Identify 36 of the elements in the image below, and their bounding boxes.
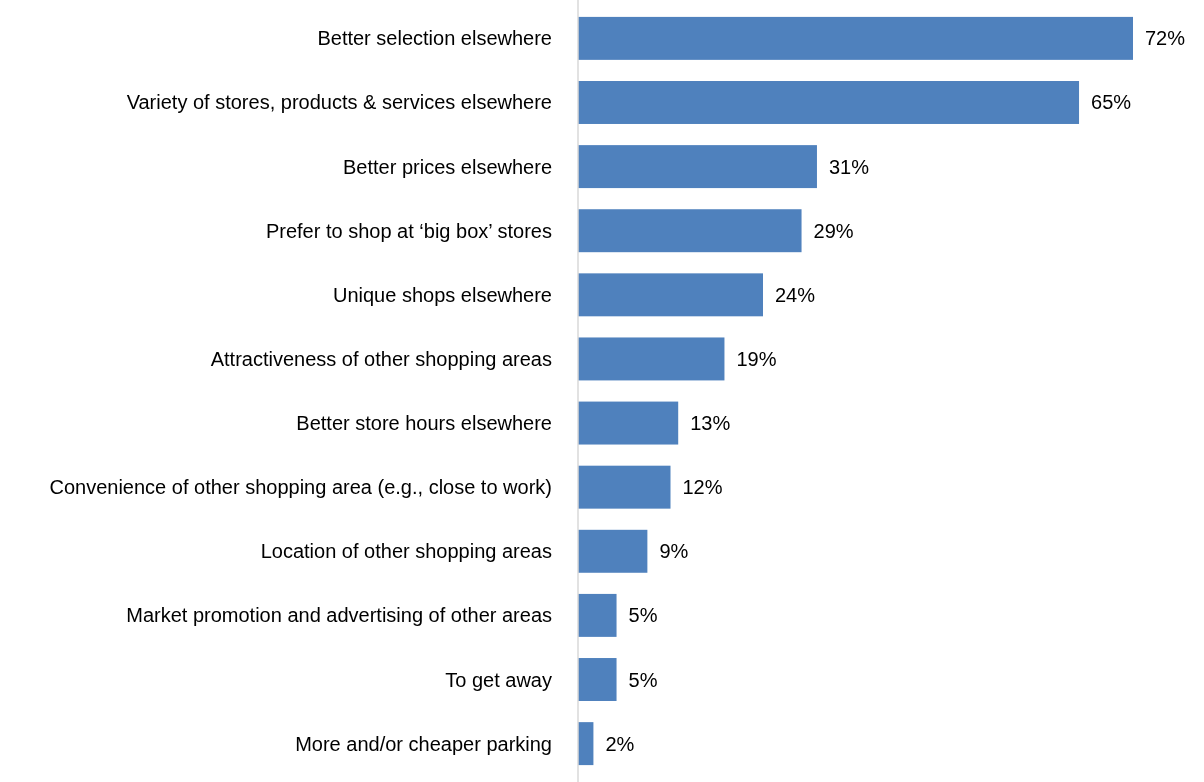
bar xyxy=(578,273,763,317)
y-tick-label: Market promotion and advertising of other areas xyxy=(126,604,552,627)
data-label: 5% xyxy=(628,604,658,627)
bar xyxy=(578,145,817,189)
y-tick-label: Convenience of other shopping area (e.g., close to work) xyxy=(49,476,552,499)
y-tick-label: Attractiveness of other shopping areas xyxy=(210,347,552,370)
data-label: 65% xyxy=(1091,91,1132,114)
bar xyxy=(578,658,617,701)
data-label: 72% xyxy=(1145,27,1186,50)
data-label: 5% xyxy=(628,668,658,691)
y-tick-label: Location of other shopping areas xyxy=(260,540,552,563)
bar xyxy=(578,401,679,445)
data-label: 2% xyxy=(605,732,635,755)
bar xyxy=(578,593,617,637)
y-tick-label: To get away xyxy=(445,668,552,691)
bar xyxy=(578,465,671,509)
data-label: 9% xyxy=(659,540,689,563)
data-label: 12% xyxy=(682,476,723,499)
y-tick-label: Better selection elsewhere xyxy=(317,27,552,50)
data-label: 29% xyxy=(813,219,854,242)
y-tick-label: Variety of stores, products & services elsewhere xyxy=(126,91,552,114)
bar xyxy=(578,337,725,381)
bar xyxy=(578,529,648,573)
y-tick-label: More and/or cheaper parking xyxy=(295,732,552,755)
bar xyxy=(578,722,594,766)
bar xyxy=(578,16,1133,60)
data-label: 31% xyxy=(828,155,870,178)
y-tick-label: Prefer to shop at ‘big box’ stores xyxy=(265,219,552,242)
data-label: 19% xyxy=(736,347,777,370)
bar xyxy=(578,209,802,253)
y-tick-label: Better store hours elsewhere xyxy=(296,412,552,435)
bar xyxy=(578,81,1080,124)
y-tick-label: Unique shops elsewhere xyxy=(332,283,552,306)
data-label: 24% xyxy=(775,283,816,306)
data-label: 13% xyxy=(690,412,731,435)
y-tick-label: Better prices elsewhere xyxy=(343,155,552,178)
